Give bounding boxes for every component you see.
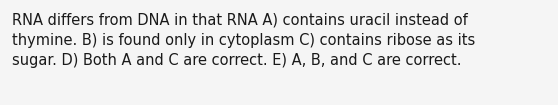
Text: RNA differs from DNA in that RNA A) contains uracil instead of
thymine. B) is fo: RNA differs from DNA in that RNA A) cont… (12, 13, 475, 68)
